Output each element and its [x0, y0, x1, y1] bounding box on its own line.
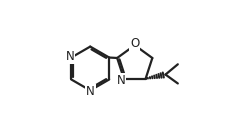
Text: N: N	[86, 85, 95, 98]
Text: N: N	[65, 50, 74, 63]
Text: N: N	[117, 74, 125, 87]
Text: O: O	[130, 37, 139, 50]
